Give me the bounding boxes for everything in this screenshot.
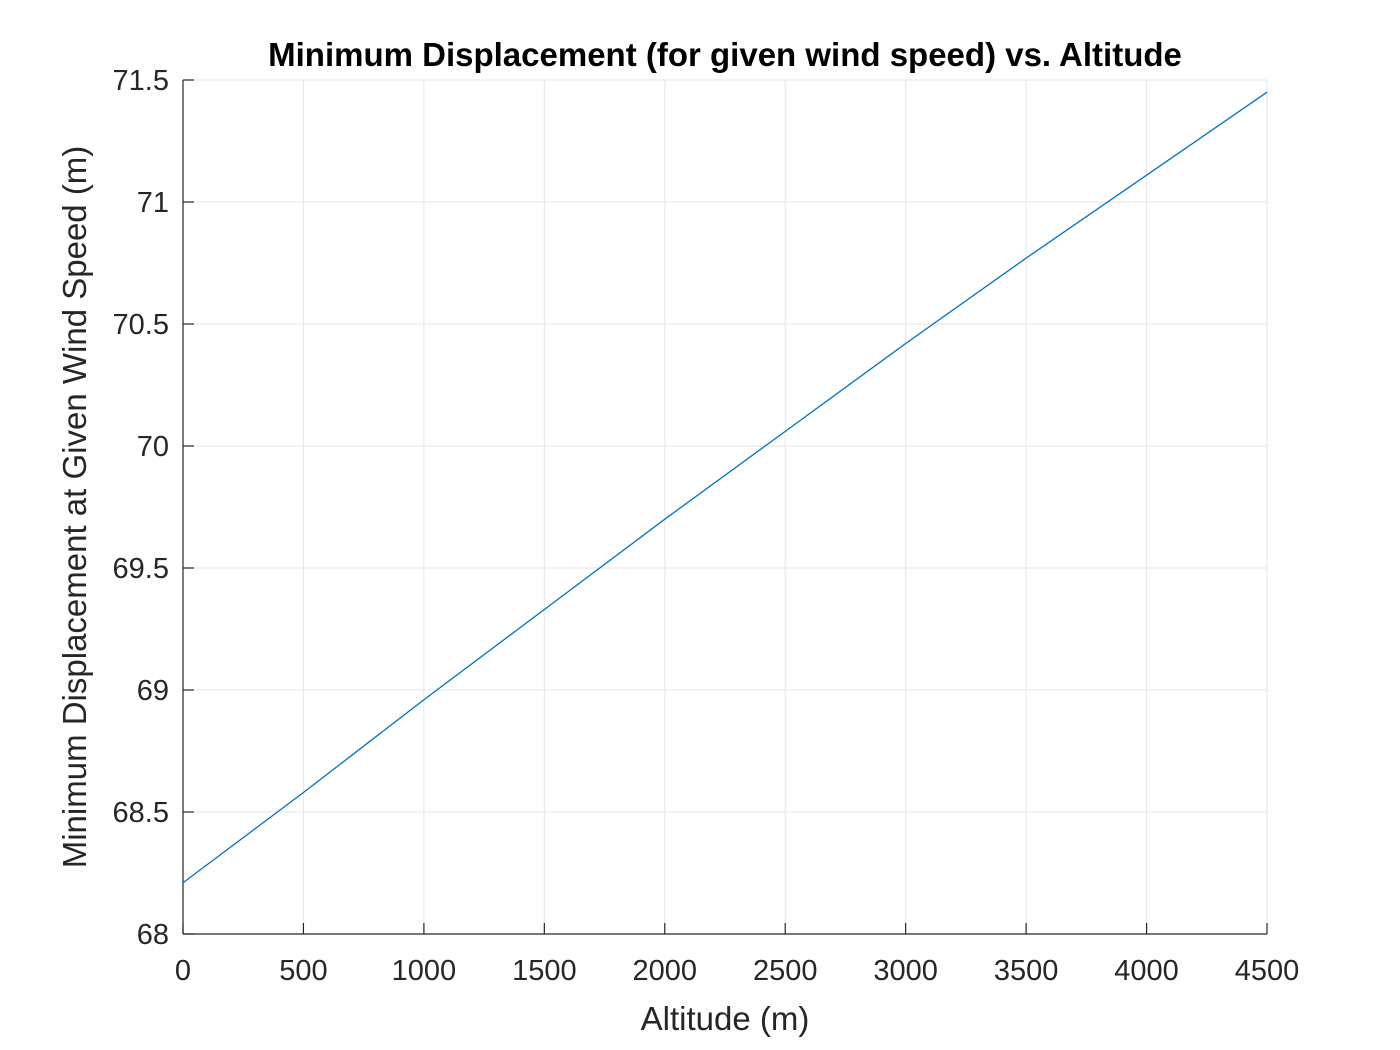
- x-tick-label: 500: [279, 955, 327, 987]
- x-tick-label: 4500: [1235, 955, 1300, 987]
- y-tick-label: 70: [137, 431, 169, 463]
- x-tick-label: 0: [175, 955, 191, 987]
- x-axis-label: Altitude (m): [641, 1000, 810, 1037]
- x-tick-label: 4000: [1114, 955, 1179, 987]
- x-tick-label: 3500: [994, 955, 1059, 987]
- y-tick-label: 71: [137, 187, 169, 219]
- y-tick-label: 70.5: [113, 309, 169, 341]
- y-tick-label: 71.5: [113, 65, 169, 97]
- x-tick-label: 2000: [633, 955, 698, 987]
- y-tick-label: 69.5: [113, 553, 169, 585]
- y-tick-label: 68: [137, 919, 169, 951]
- x-tick-label: 2500: [753, 955, 818, 987]
- series-layer: [182, 91, 1268, 884]
- plot-background: [183, 80, 1267, 934]
- y-tick-label: 68.5: [113, 797, 169, 829]
- axes: [182, 80, 1267, 935]
- x-tick-label: 1500: [512, 955, 577, 987]
- ticks: 0 500 1000 1500 2000 2500 3000 3500 4000 4500 68 68…: [113, 65, 1300, 987]
- series-line: [182, 91, 1268, 884]
- x-tick-label: 1000: [392, 955, 457, 987]
- x-tick-label: 3000: [873, 955, 938, 987]
- y-tick-label: 69: [137, 675, 169, 707]
- y-axis-label: Minimum Displacement at Given Wind Speed…: [56, 146, 93, 869]
- chart-title: Minimum Displacement (for given wind spe…: [268, 36, 1182, 73]
